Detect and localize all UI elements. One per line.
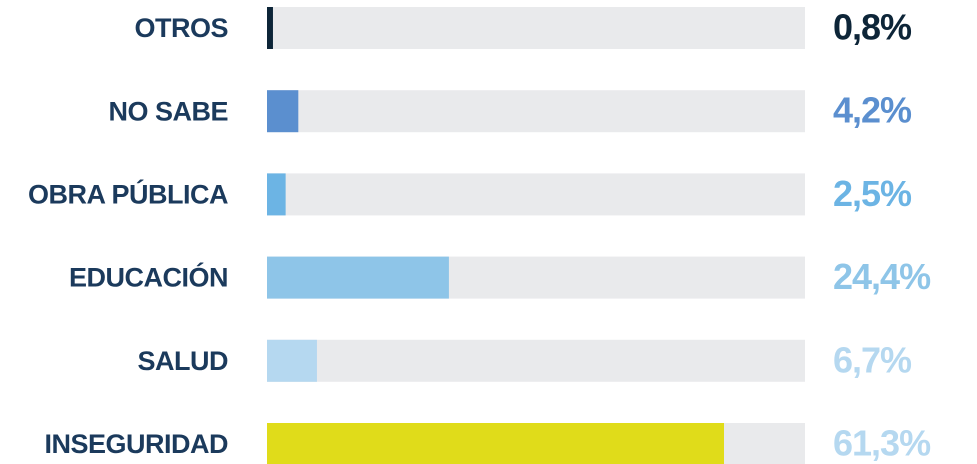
bar-track: [267, 339, 805, 382]
category-label: OBRA PÚBLICA: [28, 179, 228, 210]
category-label: SALUD: [138, 346, 229, 376]
bar: [267, 7, 273, 49]
value-label: 6,7%: [833, 339, 912, 380]
category-label: INSEGURIDAD: [44, 429, 228, 459]
bar-track: [267, 90, 805, 133]
bar-track: [267, 173, 805, 216]
bar: [267, 256, 449, 299]
bar: [267, 90, 299, 133]
value-label: 2,5%: [833, 173, 912, 214]
bar: [267, 339, 317, 382]
value-label: 0,8%: [833, 7, 912, 48]
bar-track: [267, 7, 805, 49]
bar: [267, 423, 724, 464]
category-label: OTROS: [134, 13, 228, 43]
value-label: 4,2%: [833, 90, 912, 131]
value-label: 24,4%: [833, 256, 931, 297]
value-label: 61,3%: [833, 423, 931, 464]
category-label: EDUCACIÓN: [69, 262, 228, 293]
bar: [267, 173, 286, 216]
category-label: NO SABE: [108, 96, 228, 126]
